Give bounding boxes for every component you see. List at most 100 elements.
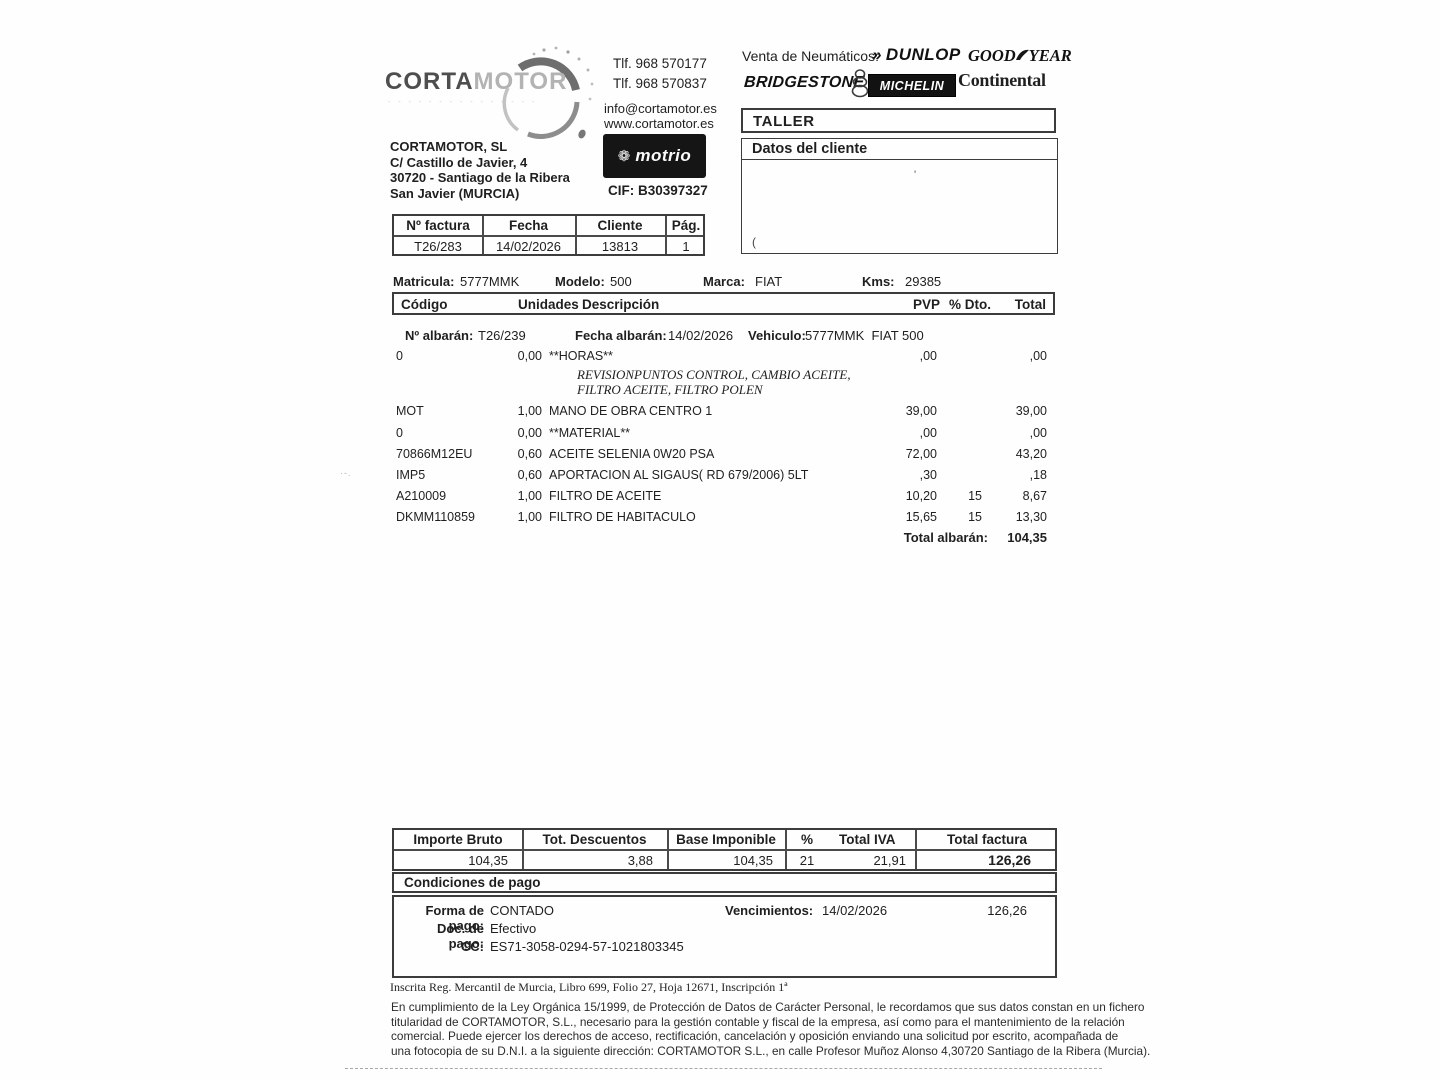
motrio-rosette-icon: ❁ bbox=[617, 148, 631, 165]
summary-row-divider bbox=[394, 849, 1055, 851]
item-total: ,00 bbox=[1029, 349, 1047, 363]
items-col-pvp: PVP bbox=[912, 297, 940, 312]
legal-line: comercial. Puede ejercer los derechos de… bbox=[391, 1029, 1119, 1044]
michelin-text: MICHELIN bbox=[879, 78, 945, 93]
michelin-man-icon bbox=[851, 69, 869, 98]
company-logo: CORTAMOTOR bbox=[385, 68, 567, 96]
invoice-table-col-divider-3 bbox=[665, 216, 667, 254]
items-table-header: Código Unidades Descripción PVP % Dto. T… bbox=[392, 292, 1055, 315]
summary-header-base: Base Imponible bbox=[676, 832, 776, 847]
items-col-codigo: Código bbox=[401, 297, 448, 312]
summary-header-iva: Total IVA bbox=[839, 832, 896, 847]
items-col-descripcion: Descripción bbox=[582, 297, 660, 312]
summary-header-bruto: Importe Bruto bbox=[413, 832, 503, 847]
invoice-number: T26/283 bbox=[414, 239, 462, 254]
item-descripcion: FILTRO DE ACEITE bbox=[549, 489, 662, 503]
item-pvp: ,00 bbox=[919, 426, 937, 440]
invoice-col-header-factura: Nº factura bbox=[406, 218, 470, 233]
company-address-block: CORTAMOTOR, SL C/ Castillo de Javier, 4 … bbox=[390, 139, 570, 201]
goodyear-logo: GOOD YEAR bbox=[968, 46, 1072, 66]
invoice-date: 14/02/2026 bbox=[495, 239, 562, 254]
albaran-number: T26/239 bbox=[478, 328, 526, 343]
marca-value: FIAT bbox=[755, 274, 783, 289]
tires-label: Venta de Neumáticos: bbox=[742, 48, 879, 64]
logo-text-motor: MOTOR bbox=[473, 68, 568, 95]
summary-col-divider-2 bbox=[667, 830, 669, 869]
due-dates-label: Vencimientos: bbox=[725, 903, 814, 918]
item-dto: 15 bbox=[968, 489, 982, 503]
dunlop-flying-d-icon: » bbox=[872, 45, 882, 64]
item-pvp: ,30 bbox=[919, 468, 937, 482]
taller-box: TALLER bbox=[741, 108, 1056, 133]
summary-col-divider-3 bbox=[785, 830, 787, 869]
item-total: 43,20 bbox=[1015, 447, 1047, 461]
summary-header-descuentos: Tot. Descuentos bbox=[542, 832, 647, 847]
client-box-title: Datos del cliente bbox=[742, 139, 1057, 160]
items-col-dto: % Dto. bbox=[949, 297, 991, 312]
summary-table: Importe Bruto Tot. Descuentos Base Impon… bbox=[392, 828, 1057, 871]
summary-value-total: 126,26 bbox=[988, 852, 1031, 868]
due-amount-value: 126,26 bbox=[987, 903, 1027, 918]
item-unidades: 0,60 bbox=[517, 447, 542, 461]
payment-cc-label: CC: bbox=[460, 939, 484, 954]
modelo-label: Modelo: bbox=[555, 274, 605, 289]
invoice-table-col-divider-1 bbox=[482, 216, 484, 254]
item-total: ,00 bbox=[1029, 426, 1047, 440]
albaran-date-label: Fecha albarán: bbox=[575, 328, 667, 343]
summary-value-base: 104,35 bbox=[733, 853, 773, 868]
goodyear-text-year: YEAR bbox=[1028, 46, 1072, 65]
albaran-total-value: 104,35 bbox=[1007, 530, 1047, 545]
invoice-col-header-cliente: Cliente bbox=[597, 218, 643, 233]
summary-value-descuentos: 3,88 bbox=[627, 853, 653, 868]
taller-title: TALLER bbox=[753, 113, 815, 130]
client-box-stray-mark-top: ' bbox=[914, 169, 917, 181]
legal-line: una fotocopia de su D.N.I. a la siguient… bbox=[391, 1043, 1151, 1058]
items-col-unidades: Unidades bbox=[518, 297, 579, 312]
client-data-box: Datos del cliente ' ( bbox=[741, 138, 1058, 254]
logo-swirl-icon bbox=[502, 46, 594, 139]
michelin-logo: MICHELIN bbox=[868, 74, 956, 97]
matricula-label: Matricula: bbox=[393, 274, 455, 289]
item-descripcion: FILTRO DE HABITACULO bbox=[549, 510, 696, 524]
payment-doc-value: Efectivo bbox=[490, 921, 537, 936]
legal-line: En cumplimiento de la Ley Orgánica 15/19… bbox=[391, 1000, 1145, 1014]
albaran-vehicle: 5777MMK FIAT 500 bbox=[805, 328, 924, 343]
motrio-label: motrio bbox=[635, 146, 692, 165]
item-codigo: 70866M12EU bbox=[396, 447, 473, 461]
dunlop-text: DUNLOP bbox=[885, 45, 961, 64]
albaran-label: Nº albarán: bbox=[405, 328, 474, 343]
payment-doc-label: Doc. de pago: bbox=[437, 921, 484, 951]
modelo-value: 500 bbox=[610, 274, 632, 289]
summary-value-iva: 21,91 bbox=[873, 853, 906, 868]
item-descripcion: ACEITE SELENIA 0W20 PSA bbox=[549, 447, 715, 461]
summary-header-pct: % bbox=[800, 832, 813, 847]
item-codigo: DKMM110859 bbox=[396, 510, 475, 524]
invoice-header-table: Nº factura Fecha Cliente Pág. T26/283 14… bbox=[392, 214, 705, 256]
motrio-badge: ❁ motrio bbox=[603, 134, 706, 178]
payment-details-box: Forma de pago: CONTADO Doc. de pago: Efe… bbox=[392, 895, 1057, 978]
phone-1: Tlf. 968 570177 bbox=[613, 56, 707, 71]
item-unidades: 0,60 bbox=[517, 468, 542, 482]
invoice-client-number: 13813 bbox=[601, 239, 639, 254]
continental-logo: Continental bbox=[958, 70, 1046, 90]
item-total: 13,30 bbox=[1015, 510, 1047, 524]
item-codigo: 0 bbox=[396, 426, 403, 440]
summary-value-pct: 21 bbox=[799, 853, 815, 868]
albaran-vehicle-label: Vehiculo: bbox=[748, 328, 806, 343]
item-unidades: 0,00 bbox=[517, 426, 542, 440]
item-codigo: A210009 bbox=[396, 489, 447, 503]
scan-smudge-mark: ·-. bbox=[340, 468, 352, 478]
invoice-page-number: 1 bbox=[682, 239, 690, 254]
payment-method-value: CONTADO bbox=[490, 903, 555, 918]
company-name: CORTAMOTOR, SL bbox=[390, 139, 508, 154]
logo-tagline: - - - - - - - - - - - - - - - bbox=[388, 99, 538, 106]
item-codigo: MOT bbox=[396, 404, 424, 418]
item-descripcion: **HORAS** bbox=[549, 349, 613, 363]
item-unidades: 1,00 bbox=[517, 404, 542, 418]
goodyear-text-good: GOOD bbox=[968, 46, 1016, 65]
kms-value: 29385 bbox=[905, 274, 942, 289]
invoice-col-header-fecha: Fecha bbox=[508, 218, 549, 233]
item-pvp: 72,00 bbox=[905, 447, 937, 461]
dunlop-logo: » DUNLOP bbox=[872, 45, 961, 65]
marca-label: Marca: bbox=[703, 274, 745, 289]
